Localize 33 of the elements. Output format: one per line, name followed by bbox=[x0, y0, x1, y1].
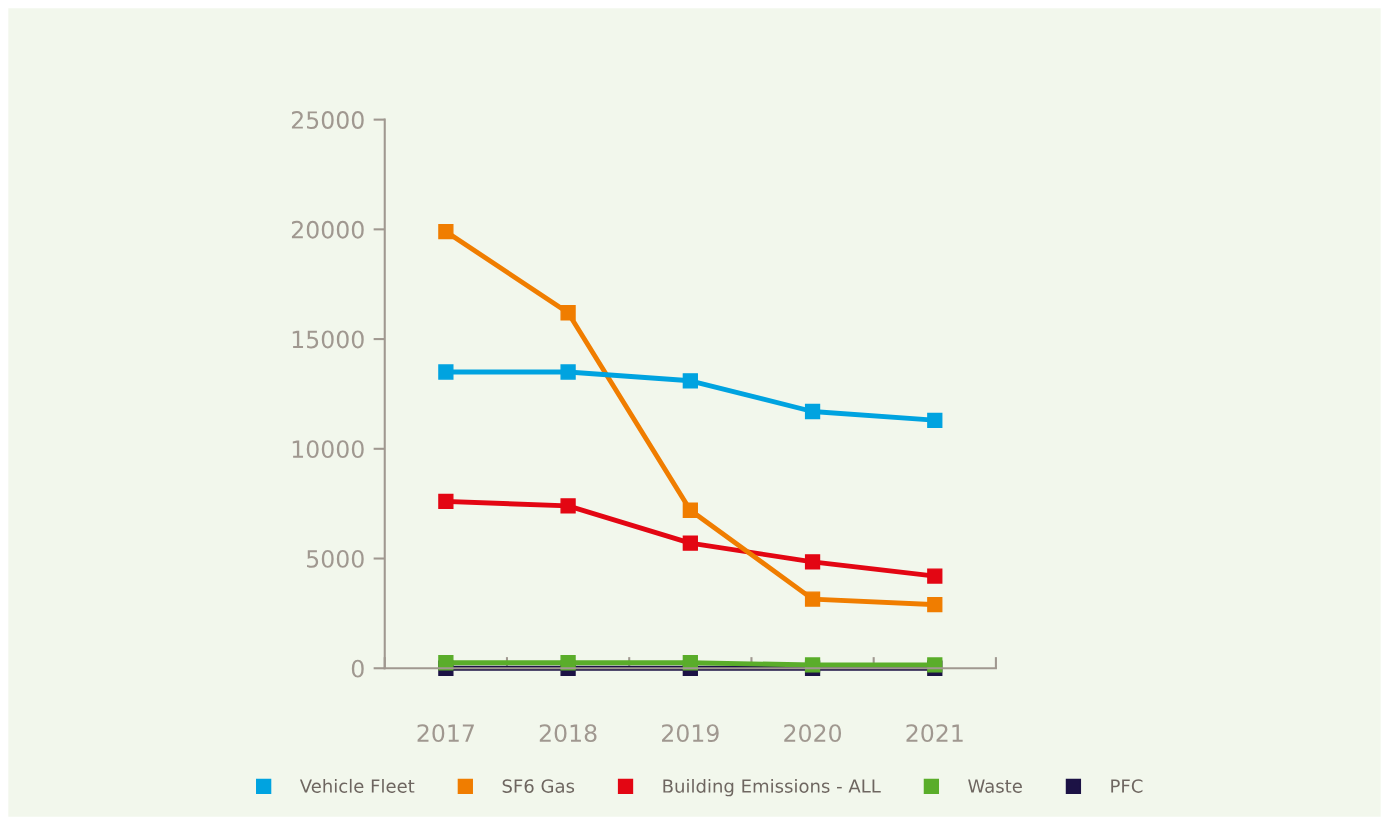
point bbox=[560, 364, 576, 380]
point bbox=[804, 591, 821, 607]
point bbox=[682, 535, 698, 551]
y-tick-label: 15000 bbox=[292, 330, 364, 349]
point bbox=[927, 412, 943, 428]
y-tick-label: 0 bbox=[351, 659, 364, 678]
x-tick-label: 2018 bbox=[539, 724, 597, 743]
y-tick-label: 5000 bbox=[307, 549, 364, 568]
point bbox=[438, 493, 454, 510]
x-tick-label: 2019 bbox=[662, 724, 719, 743]
legend-label: Vehicle Fleet bbox=[299, 778, 415, 793]
legend-label: PFC bbox=[1111, 779, 1143, 793]
point bbox=[438, 364, 454, 380]
y-tick-label: 10000 bbox=[292, 440, 364, 459]
point bbox=[682, 373, 698, 389]
legend-label: Waste bbox=[968, 779, 1022, 793]
x-tick-label: 2021 bbox=[906, 724, 963, 743]
point bbox=[560, 655, 576, 671]
point bbox=[438, 223, 454, 240]
legend-label: SF6 Gas bbox=[502, 779, 575, 793]
point bbox=[927, 568, 943, 584]
y-tick-label: 25000 bbox=[291, 111, 364, 129]
legend-label: Building Emissions - ALL bbox=[663, 778, 881, 797]
point bbox=[682, 502, 698, 518]
point bbox=[804, 403, 821, 420]
point bbox=[804, 554, 821, 570]
point bbox=[560, 498, 576, 514]
x-tick-label: 2017 bbox=[417, 724, 474, 743]
point bbox=[927, 596, 943, 613]
point bbox=[438, 655, 454, 671]
point bbox=[560, 305, 576, 321]
x-tick-label: 2020 bbox=[784, 724, 842, 743]
y-tick-label: 20000 bbox=[291, 220, 364, 239]
